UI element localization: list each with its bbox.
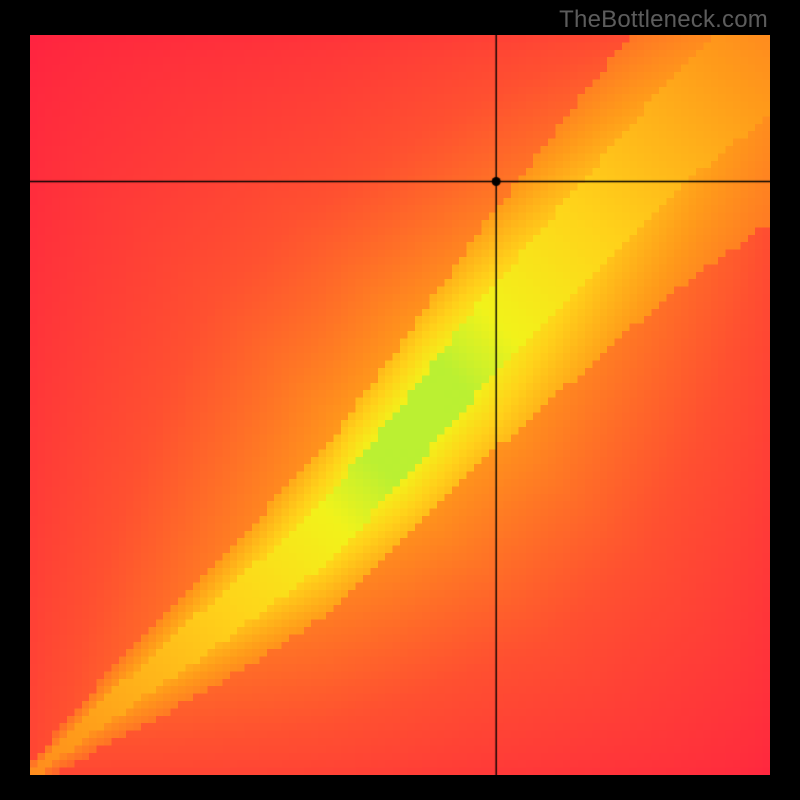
- crosshair-overlay: [30, 35, 770, 775]
- watermark-text: TheBottleneck.com: [559, 6, 768, 34]
- plot-area: [30, 35, 770, 775]
- heatmap-canvas-wrap: [30, 35, 770, 775]
